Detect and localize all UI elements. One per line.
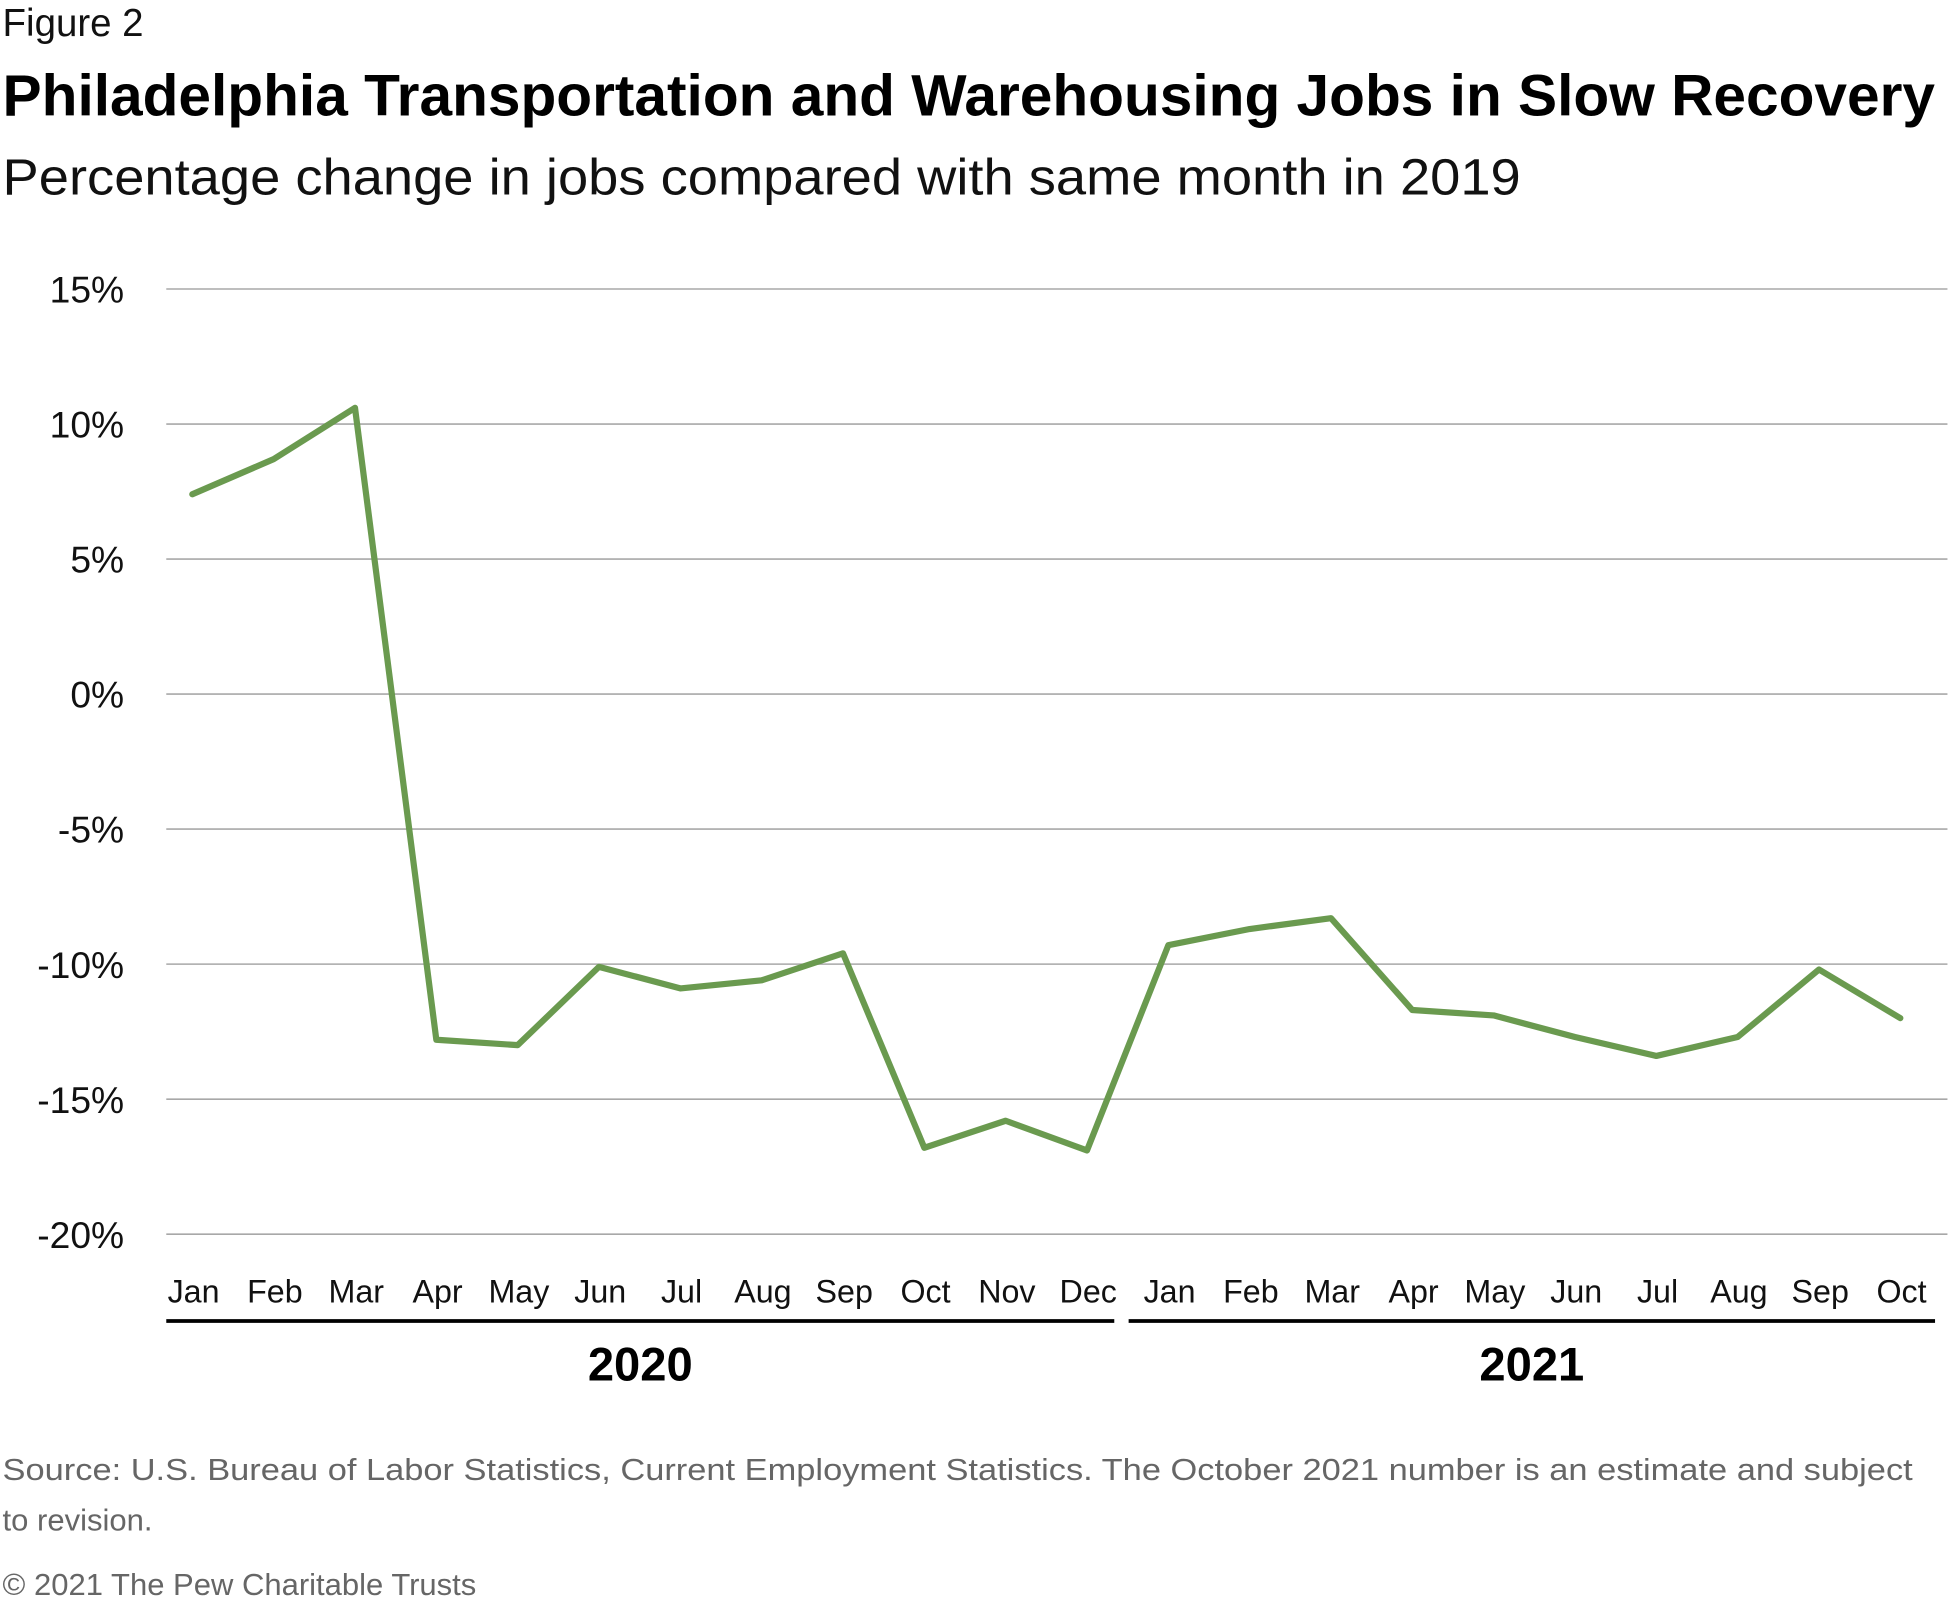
gridlines xyxy=(166,288,1948,1235)
x-tick-label: Dec xyxy=(1060,1273,1117,1309)
x-tick-label: May xyxy=(1464,1273,1526,1309)
y-tick-label: -5% xyxy=(58,809,124,851)
data-points xyxy=(192,407,1901,1151)
x-tick-label: Jun xyxy=(574,1273,626,1309)
x-tick-label: Mar xyxy=(1304,1273,1360,1309)
source-note: Source: U.S. Bureau of Labor Statistics,… xyxy=(3,1452,1914,1487)
y-tick-label: -20% xyxy=(37,1214,124,1256)
x-tick-label: Oct xyxy=(900,1273,950,1309)
y-tick-label: 10% xyxy=(50,404,124,446)
source-note-line2: to revision. xyxy=(3,1503,153,1538)
x-tick-label: Sep xyxy=(816,1273,873,1309)
y-tick-label: -15% xyxy=(37,1079,124,1121)
y-tick-label: 15% xyxy=(50,269,124,311)
x-tick-label: Oct xyxy=(1876,1273,1926,1309)
year-label: 2020 xyxy=(588,1338,693,1391)
chart-subtitle: Percentage change in jobs compared with … xyxy=(3,149,1521,206)
x-tick-label: Jan xyxy=(168,1273,220,1309)
series-line xyxy=(189,404,1904,1154)
year-groups: 2020 2021 xyxy=(166,1319,1936,1391)
x-tick-label: Jul xyxy=(661,1273,702,1309)
x-tick-label: Feb xyxy=(1223,1273,1279,1309)
x-tick-label: Apr xyxy=(412,1273,462,1309)
x-tick-label: Jun xyxy=(1550,1273,1602,1309)
year-label: 2021 xyxy=(1479,1338,1584,1391)
y-tick-label: 0% xyxy=(70,674,124,716)
x-tick-label: Apr xyxy=(1388,1273,1438,1309)
x-tick-label: May xyxy=(488,1273,550,1309)
x-tick-label: Aug xyxy=(734,1273,791,1309)
x-tick-label: Jul xyxy=(1637,1273,1678,1309)
y-tick-label: -10% xyxy=(37,944,124,986)
chart-title: Philadelphia Transportation and Warehous… xyxy=(3,63,1936,128)
x-tick-label: Mar xyxy=(328,1273,384,1309)
y-axis: 15% 10% 5% 0% -5% -10% -15% -20% xyxy=(37,269,124,1256)
y-tick-label: 5% xyxy=(70,539,124,581)
x-tick-label: Nov xyxy=(978,1273,1035,1309)
figure-label: Figure 2 xyxy=(3,2,144,45)
x-tick-label: Jan xyxy=(1144,1273,1196,1309)
x-tick-label: Sep xyxy=(1792,1273,1849,1309)
x-tick-label: Aug xyxy=(1710,1273,1767,1309)
x-axis: Jan Feb Mar Apr May Jun Jul Aug Sep Oct Nov Dec Jan F… xyxy=(168,1273,1927,1309)
copyright: © 2021 The Pew Charitable Trusts xyxy=(3,1567,477,1602)
x-tick-label: Feb xyxy=(247,1273,303,1309)
